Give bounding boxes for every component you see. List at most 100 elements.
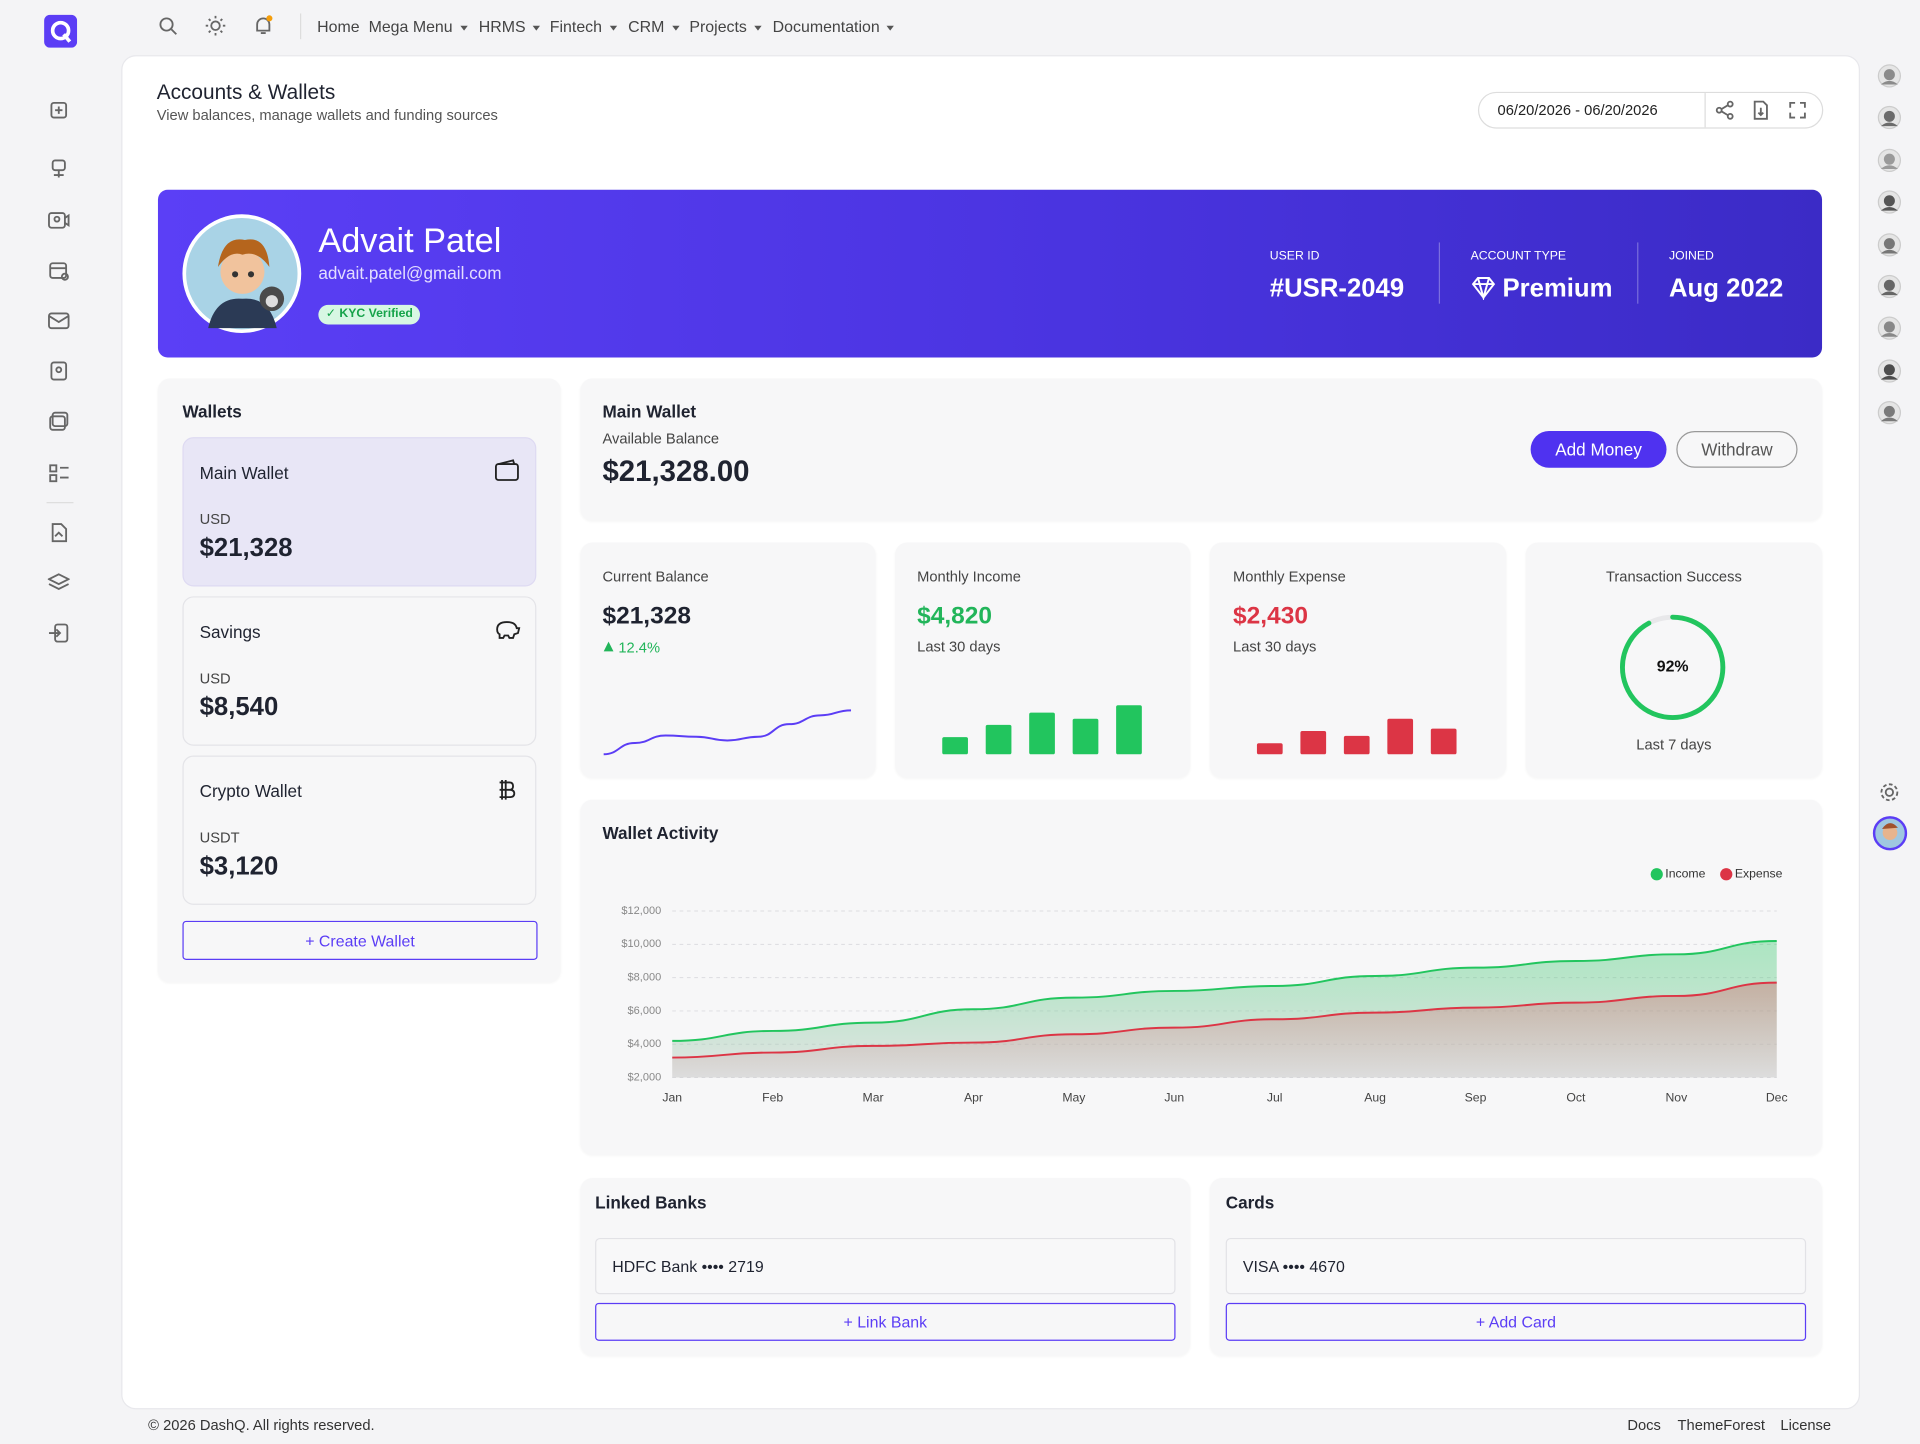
income-bar-chart (942, 705, 1142, 755)
mini-bar (1430, 728, 1457, 755)
mini-bar (1256, 743, 1283, 755)
area-line (672, 940, 1777, 1042)
theme-icon[interactable] (204, 15, 226, 37)
nav-item[interactable]: CRM (628, 18, 679, 34)
x-tick-label: Sep (1465, 1091, 1487, 1105)
profile-email: advait.patel@gmail.com (318, 263, 502, 283)
legend-label: Income (1665, 867, 1705, 881)
contact-avatar[interactable] (1877, 148, 1902, 172)
donut-arc (1620, 614, 1726, 721)
nav-item[interactable]: Fintech (550, 18, 617, 34)
nav-item[interactable]: Home (317, 17, 360, 36)
contact-avatar[interactable] (1877, 190, 1902, 214)
chart-title: Wallet Activity (602, 822, 719, 843)
y-tick-label: $6,000 (628, 1005, 662, 1017)
add-money-button[interactable]: Add Money (1530, 431, 1667, 468)
profile-name: Advait Patel (318, 221, 502, 260)
footer-link[interactable]: License (1780, 1416, 1832, 1434)
search-icon[interactable] (157, 15, 179, 37)
wallet-balance: $3,120 (199, 852, 279, 881)
mini-bar (1300, 731, 1327, 755)
y-tick-label: $4,000 (628, 1038, 662, 1050)
fullscreen-icon[interactable] (1787, 99, 1809, 121)
sidebar-icon[interactable] (48, 522, 70, 544)
wallet-icon (495, 459, 519, 481)
wallet-item[interactable] (182, 755, 537, 905)
nav-item[interactable]: HRMS (479, 18, 541, 34)
stat-card-label: Monthly Expense (1233, 568, 1346, 586)
x-tick-label: Aug (1364, 1091, 1386, 1105)
x-tick-label: Jan (662, 1091, 682, 1105)
settings-icon[interactable] (1878, 781, 1900, 803)
date-range[interactable]: 06/20/2026 - 06/20/2026 (1497, 101, 1658, 119)
notification-icon[interactable] (252, 15, 274, 37)
sidebar-icon[interactable] (48, 410, 70, 432)
main-balance: $21,328.00 (602, 455, 750, 489)
sidebar-icon[interactable] (48, 158, 70, 180)
legend-swatch (1650, 868, 1663, 881)
sidebar-icon[interactable] (48, 622, 70, 644)
balance-label: Available Balance (602, 429, 720, 447)
stat-card-value: $4,820 (917, 602, 993, 630)
sidebar-icon[interactable] (48, 360, 70, 382)
mini-bar (1072, 718, 1099, 755)
donut-label: 92% (1657, 659, 1689, 676)
sidebar-icon[interactable] (48, 310, 70, 332)
sidebar-icon[interactable] (48, 99, 70, 121)
sparkline-chart (603, 709, 852, 756)
wallet-item[interactable] (182, 596, 537, 746)
add-card-button[interactable]: + Add Card (1225, 1302, 1807, 1341)
withdraw-button[interactable]: Withdraw (1676, 431, 1798, 468)
contact-avatar[interactable] (1877, 106, 1902, 130)
sidebar-icon[interactable] (47, 572, 70, 594)
bank-item[interactable] (595, 1237, 1176, 1295)
stat-card-note: Last 7 days (1636, 735, 1712, 754)
wallet-currency: USD (199, 669, 231, 687)
stat-divider (1438, 242, 1441, 304)
x-tick-label: Feb (762, 1091, 783, 1105)
contact-avatar[interactable] (1877, 64, 1902, 88)
x-tick-label: Nov (1665, 1091, 1688, 1105)
area-fill (672, 982, 1777, 1078)
sidebar-icon[interactable] (48, 462, 70, 484)
card-item[interactable] (1225, 1237, 1807, 1295)
wallet-icon (496, 621, 521, 639)
contact-avatar[interactable] (1877, 274, 1902, 299)
footer-link[interactable]: Docs (1627, 1416, 1661, 1434)
x-tick-label: Mar (863, 1091, 884, 1105)
stat-card-change: 12.4% (618, 639, 661, 657)
logo[interactable] (44, 14, 78, 48)
sidebar-icon[interactable] (48, 209, 70, 231)
profile-avatar (182, 214, 302, 334)
footer-link[interactable]: ThemeForest (1677, 1416, 1765, 1434)
link-bank-button[interactable]: + Link Bank (595, 1302, 1176, 1341)
mini-bar (1116, 705, 1142, 755)
create-wallet-button[interactable]: + Create Wallet (182, 920, 538, 961)
y-tick-label: $2,000 (628, 1071, 662, 1083)
card-title: Main Wallet (602, 401, 697, 422)
x-tick-label: Oct (1566, 1091, 1586, 1105)
nav-item[interactable]: Projects (689, 18, 761, 34)
panel-title: Wallets (182, 401, 242, 422)
share-icon[interactable] (1714, 99, 1736, 121)
contact-avatar[interactable] (1877, 316, 1902, 341)
page-subtitle: View balances, manage wallets and fundin… (156, 106, 498, 124)
x-tick-label: May (1062, 1091, 1086, 1105)
x-tick-label: Jun (1164, 1091, 1184, 1105)
nav-item[interactable]: Mega Menu (369, 18, 468, 34)
mini-bar (942, 737, 968, 755)
sidebar-icon[interactable] (48, 260, 70, 282)
mini-bar (1387, 718, 1414, 755)
nav-item[interactable]: Documentation (773, 18, 895, 34)
wallet-item[interactable] (182, 437, 537, 587)
export-icon[interactable] (1750, 99, 1772, 121)
contact-avatar[interactable] (1877, 359, 1902, 383)
contact-avatar[interactable] (1877, 401, 1902, 425)
profile-banner (157, 189, 1823, 358)
contact-avatar[interactable] (1877, 232, 1902, 257)
user-avatar[interactable] (1872, 816, 1908, 852)
card-item-label: VISA •••• 4670 (1242, 1257, 1345, 1276)
stat-label: ACCOUNT TYPE (1470, 249, 1567, 264)
diamond-icon (1471, 276, 1496, 301)
wallet-name: Savings (199, 622, 261, 642)
